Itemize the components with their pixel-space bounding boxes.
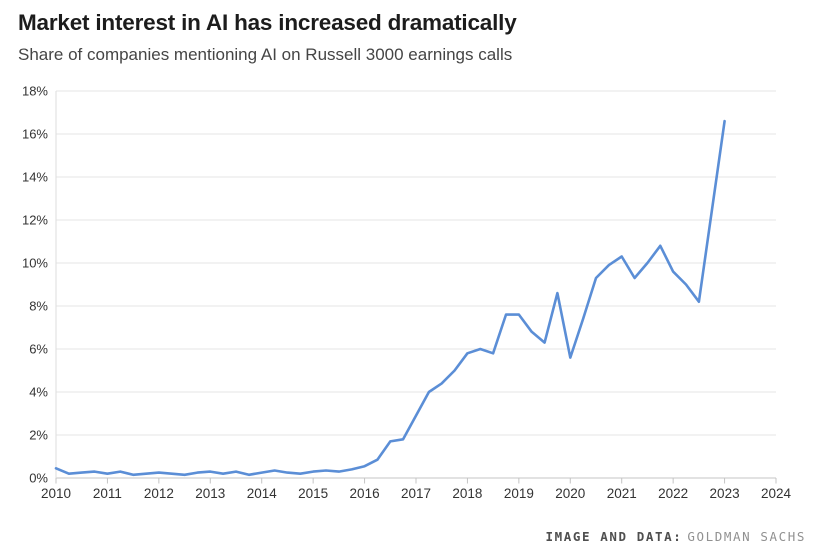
x-tick-label: 2013 [195, 486, 225, 501]
y-tick-label: 10% [22, 256, 48, 271]
attribution-source: GOLDMAN SACHS [687, 529, 806, 544]
x-tick-label: 2010 [41, 486, 71, 501]
y-tick-label: 8% [29, 299, 48, 314]
attribution-label: IMAGE AND DATA: [545, 529, 683, 544]
x-tick-label: 2019 [504, 486, 534, 501]
y-tick-label: 0% [29, 471, 48, 486]
attribution: IMAGE AND DATA: GOLDMAN SACHS [545, 529, 806, 544]
chart-header: Market interest in AI has increased dram… [18, 10, 517, 65]
x-tick-label: 2014 [247, 486, 278, 501]
chart-subtitle: Share of companies mentioning AI on Russ… [18, 45, 513, 64]
y-tick-label: 6% [29, 342, 48, 357]
chart-title: Market interest in AI has increased dram… [18, 10, 517, 35]
y-tick-label: 12% [22, 213, 48, 228]
x-tick-label: 2024 [761, 486, 792, 501]
data-line [54, 119, 726, 477]
y-tick-label: 18% [22, 84, 48, 99]
x-tick-label: 2020 [555, 486, 585, 501]
y-tick-label: 14% [22, 170, 48, 185]
y-tick-label: 2% [29, 428, 48, 443]
x-tick-label: 2011 [93, 486, 122, 501]
x-tick-label: 2012 [144, 486, 174, 501]
x-tick-label: 2018 [452, 486, 482, 501]
x-tick-label: 2021 [607, 486, 637, 501]
y-tick-label: 16% [22, 127, 48, 142]
y-tick-label: 4% [29, 385, 48, 400]
x-tick-label: 2022 [658, 486, 688, 501]
x-tick-label: 2015 [298, 486, 328, 501]
x-tick-label: 2023 [710, 486, 740, 501]
x-tick-label: 2017 [401, 486, 431, 501]
x-tick-label: 2016 [350, 486, 380, 501]
